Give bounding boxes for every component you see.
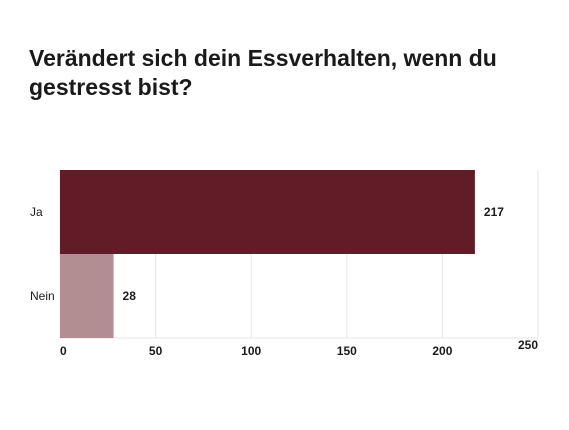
chart-title: Verändert sich dein Essverhalten, wenn d… <box>29 45 497 100</box>
x-tick-label-50: 50 <box>149 344 163 358</box>
x-tick-label-0: 0 <box>60 344 67 358</box>
x-tick-label-250: 250 <box>518 338 538 352</box>
bar-nein <box>60 254 114 338</box>
x-axis-ticks: 0 50 100 150 200 250 <box>60 338 538 358</box>
bar-ja <box>60 170 475 254</box>
category-label-nein: Nein <box>30 289 55 303</box>
bars <box>60 170 475 338</box>
x-tick-label-200: 200 <box>432 344 452 358</box>
x-tick-label-100: 100 <box>241 344 261 358</box>
value-label-ja: 217 <box>484 205 504 219</box>
x-tick-label-150: 150 <box>337 344 357 358</box>
value-label-nein: 28 <box>123 289 137 303</box>
value-labels: 217 28 <box>123 205 505 303</box>
category-labels: Ja Nein <box>30 205 55 303</box>
category-label-ja: Ja <box>30 205 43 219</box>
